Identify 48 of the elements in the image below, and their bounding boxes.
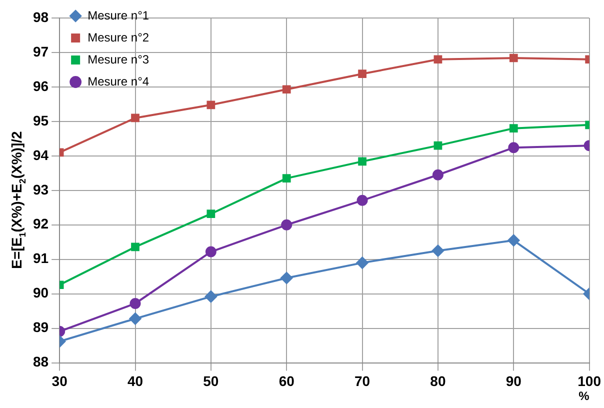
point: [356, 256, 368, 269]
point: [281, 219, 292, 230]
y-tick-label: 90: [32, 284, 49, 301]
legend-label: Mesure n°4: [88, 74, 150, 88]
x-tick-label: 40: [127, 373, 144, 390]
point: [432, 169, 444, 180]
point: [282, 174, 291, 183]
y-tick-label: 97: [32, 43, 49, 60]
legend-label: Mesure n°1: [88, 8, 150, 22]
point: [509, 54, 518, 62]
y-tick-label: 98: [32, 8, 49, 25]
point: [205, 246, 216, 258]
y-tick-label: 89: [32, 319, 49, 336]
x-axis-title: %: [578, 389, 590, 404]
point: [280, 272, 293, 284]
point: [508, 234, 520, 246]
point: [432, 244, 444, 257]
x-tick-label: 90: [506, 373, 522, 390]
point: [131, 242, 140, 252]
point: [131, 114, 140, 122]
point: [356, 194, 368, 206]
point: [358, 157, 366, 166]
point: [130, 298, 141, 309]
point: [434, 55, 442, 64]
point: [508, 142, 520, 154]
x-tick-label: 100: [578, 373, 602, 390]
y-tick-label: 96: [32, 78, 49, 94]
y-tick-label: 95: [32, 112, 49, 128]
point: [282, 85, 291, 94]
y-tick-label: 94: [32, 146, 49, 163]
x-tick-label: 60: [278, 373, 295, 390]
point: [129, 312, 142, 325]
point: [434, 141, 442, 150]
x-tick-label: 50: [203, 373, 219, 390]
legend-label: Mesure n°2: [88, 30, 150, 44]
y-tick-label: 93: [32, 181, 49, 198]
point: [206, 210, 216, 218]
point: [206, 100, 216, 110]
y-tick-label: 91: [32, 250, 49, 266]
point: [204, 290, 217, 303]
x-tick-label: 70: [354, 373, 370, 390]
legend-label: Mesure n°3: [88, 52, 150, 66]
x-tick-label: 30: [52, 373, 68, 390]
point: [358, 70, 366, 78]
y-tick-label: 88: [32, 354, 49, 370]
y-tick-label: 92: [32, 216, 49, 232]
x-tick-label: 80: [430, 373, 446, 390]
point: [509, 124, 518, 133]
